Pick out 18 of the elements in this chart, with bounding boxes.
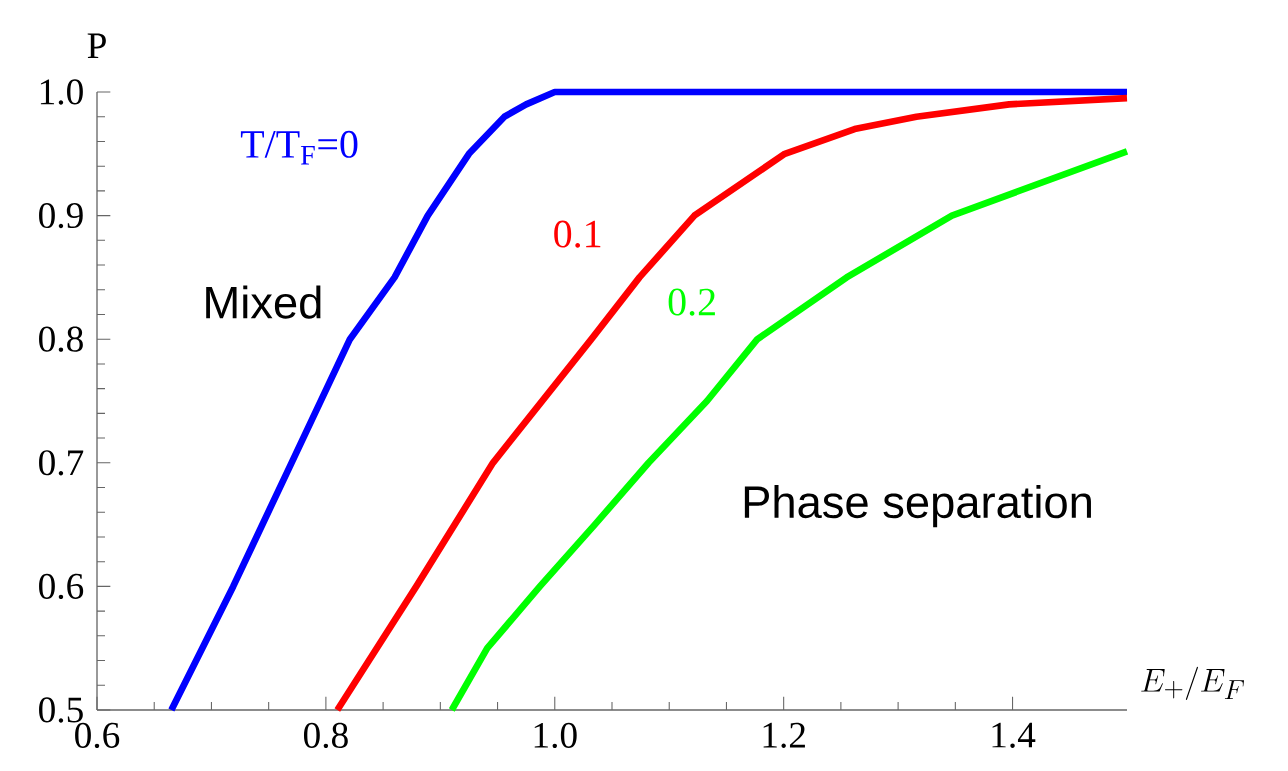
y-tick-label: 0.6 (39, 573, 84, 600)
annotation: Mixed (206, 285, 321, 319)
y-tick-label: 0.5 (39, 697, 83, 723)
y-tick-label: 0.7 (39, 450, 84, 476)
x-axis-title: $E_{+}/E_{F}$ (1141, 666, 1245, 700)
x-tick-label: 0.6 (75, 722, 120, 749)
annotation: Phase separation (744, 484, 1091, 528)
y-axis-title: P (87, 33, 106, 58)
y-tick-label: 0.8 (39, 326, 83, 352)
series-label: 0.2 (668, 288, 715, 316)
x-tick-label: 1.0 (534, 722, 577, 749)
y-tick-label: 0.9 (39, 202, 83, 229)
y-tick-label: 1.0 (40, 79, 83, 105)
x-tick-label: 1.4 (992, 722, 1036, 748)
x-tick-label: 0.8 (303, 722, 348, 749)
x-tick-label: 1.2 (763, 722, 805, 748)
text: T/T$_{F}$=0 (240, 130, 358, 165)
series-label: 0.1 (554, 220, 601, 248)
